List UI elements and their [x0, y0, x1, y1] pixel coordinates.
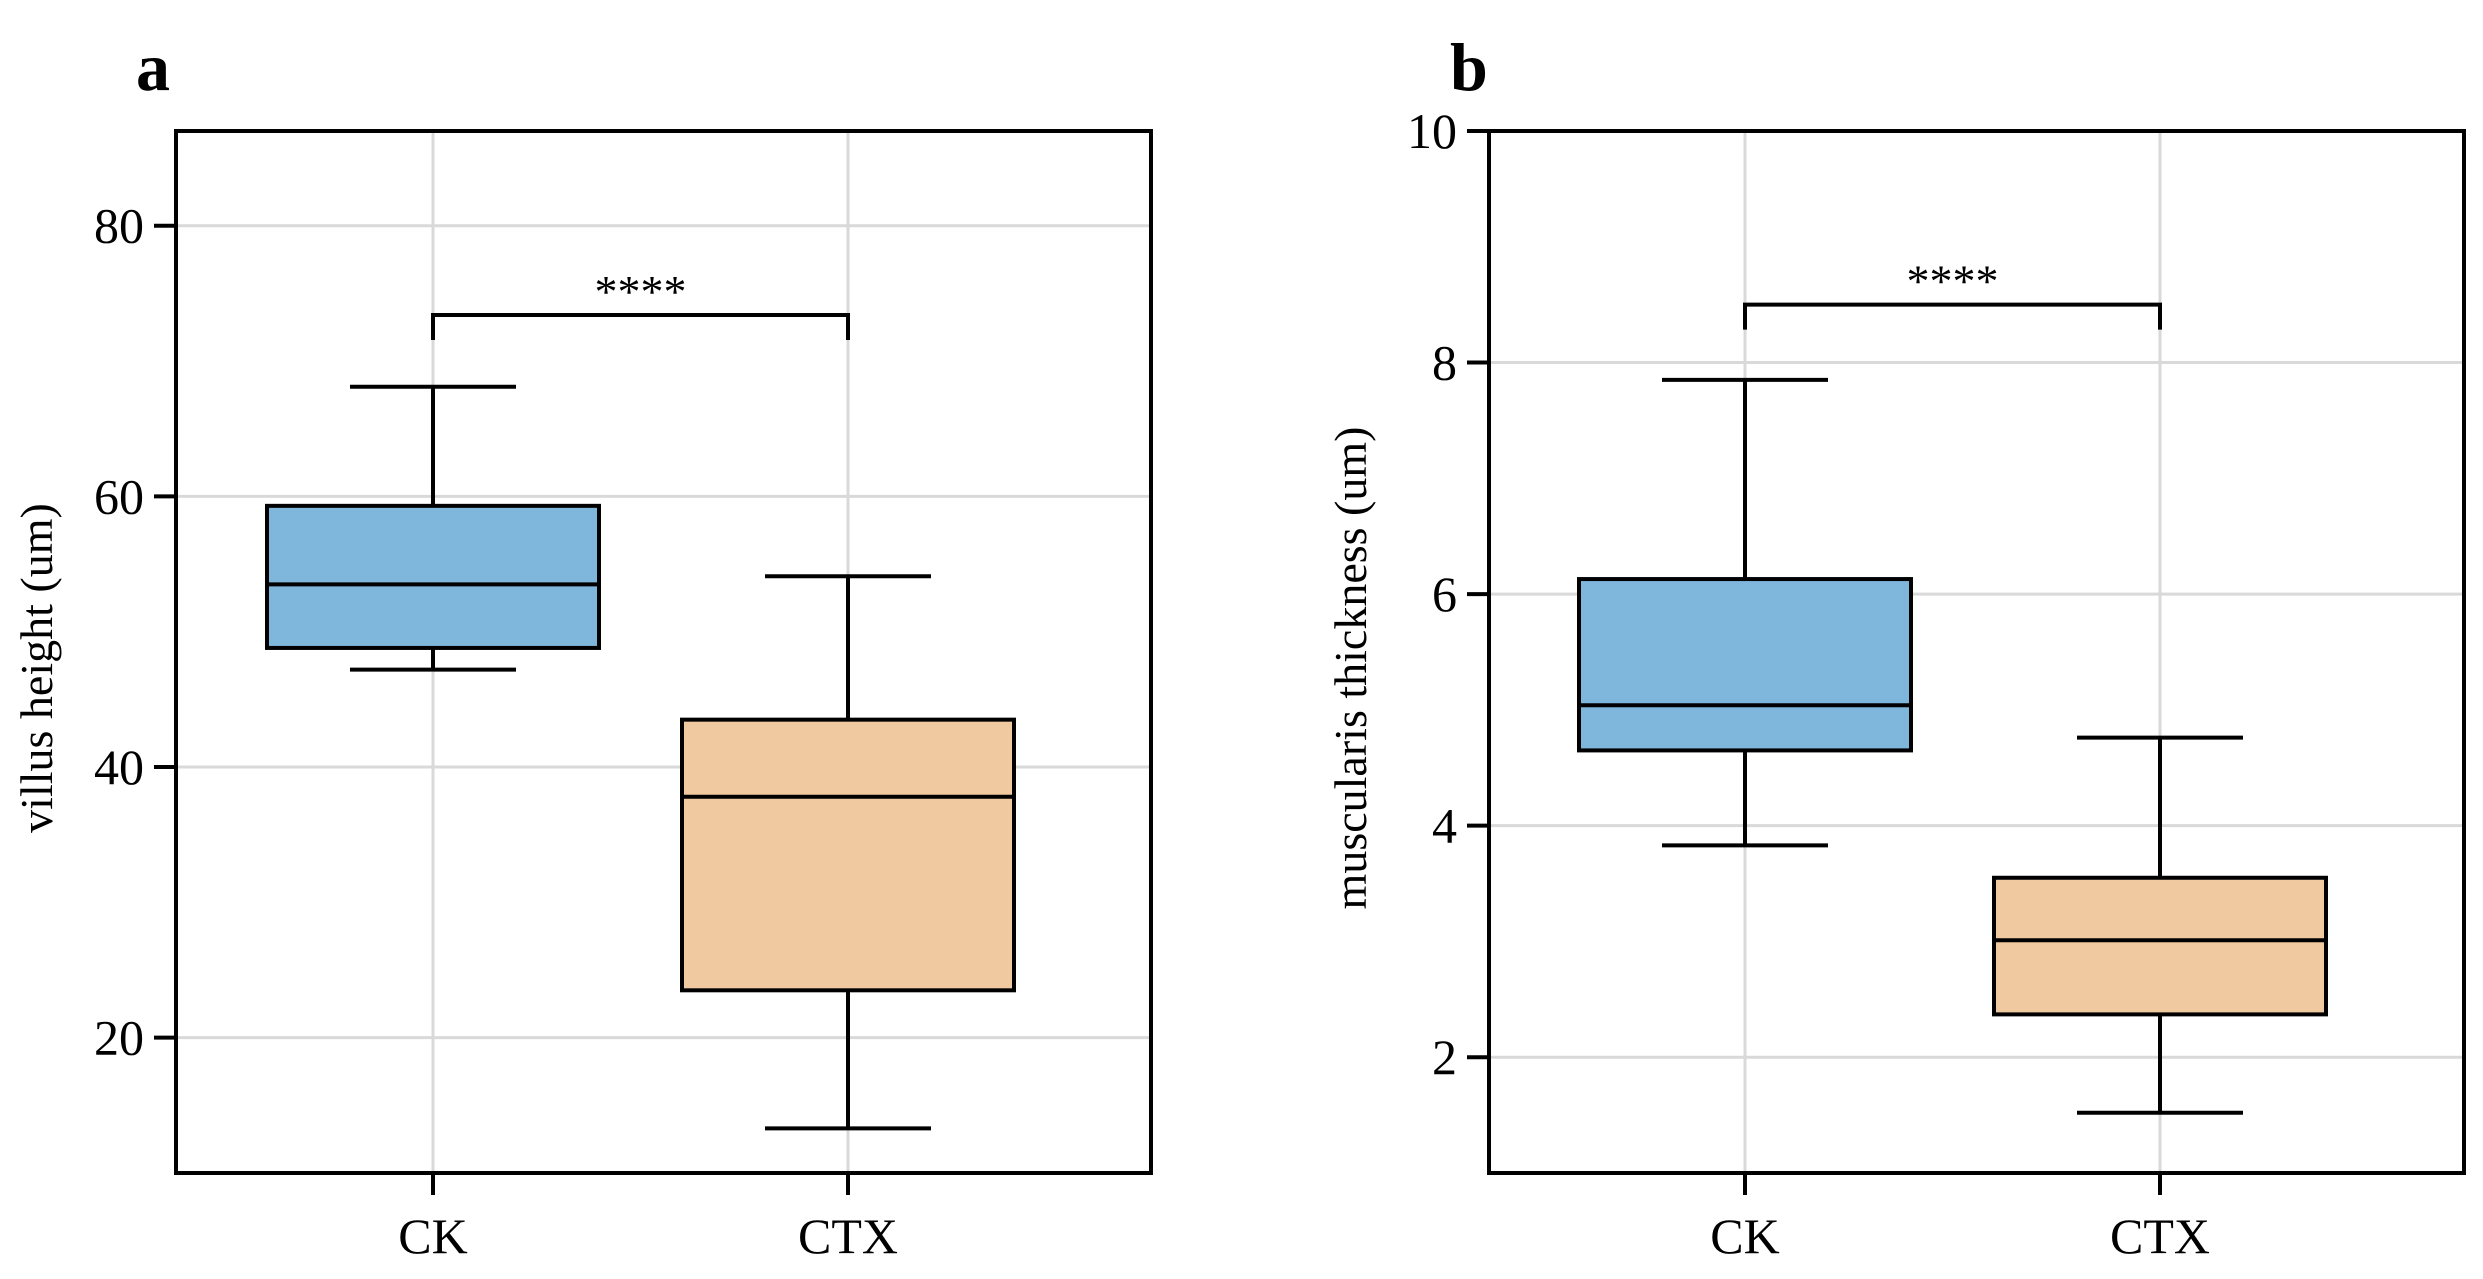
y-axis-title-b: muscularis thickness (um): [1325, 427, 1376, 910]
x-tick-label-ck-b: CK: [1710, 1208, 1779, 1264]
y-tick-label-2-b: 2: [1432, 1029, 1457, 1085]
y-tick-label-60-a: 60: [94, 468, 144, 524]
y-tick-label-4-b: 4: [1432, 798, 1457, 854]
panel-label-b: b: [1450, 29, 1488, 105]
panel-b: b muscularis thickness (um) **** 2 4 6 8 10 C…: [1325, 29, 2466, 1264]
ticks-a: 20 40 60 80 CK CTX: [94, 198, 898, 1264]
x-tick-label-ctx-a: CTX: [798, 1208, 898, 1264]
iqr-box-ctx-b: [1992, 875, 2328, 1017]
plot-area-b: ****: [1577, 256, 2328, 1115]
y-axis-title-a: villus height (um): [11, 503, 62, 833]
box-ck-b: [1577, 377, 1913, 848]
x-tick-label-ctx-b: CTX: [2110, 1208, 2210, 1264]
y-tick-label-20-a: 20: [94, 1010, 144, 1066]
y-tick-label-8-b: 8: [1432, 335, 1457, 391]
iqr-box-ck-a: [265, 503, 601, 650]
significance-label-a: ****: [595, 266, 687, 317]
iqr-box-ck-b: [1577, 577, 1913, 753]
panel-a: a villus height (um) **** 20 40 60 80 CK CTX: [11, 29, 1153, 1264]
significance-bracket-a: [431, 313, 850, 341]
ticks-b: 2 4 6 8 10 CK CTX: [1407, 103, 2210, 1264]
panel-label-a: a: [136, 29, 170, 105]
y-tick-label-80-a: 80: [94, 198, 144, 254]
significance-label-b: ****: [1907, 256, 1999, 307]
iqr-box-ctx-a: [680, 717, 1016, 993]
significance-bracket-b: [1743, 302, 2162, 330]
plot-area-a: ****: [265, 266, 1016, 1131]
box-ctx-a: [680, 574, 1016, 1131]
y-tick-label-10-b: 10: [1407, 103, 1457, 159]
y-tick-label-6-b: 6: [1432, 566, 1457, 622]
box-ck-a: [265, 384, 601, 672]
grid-a: [176, 131, 1151, 1173]
plot-frame-b: [1487, 129, 2466, 1175]
x-tick-label-ck-a: CK: [398, 1208, 467, 1264]
plot-frame-a: [174, 129, 1153, 1175]
box-ctx-b: [1992, 735, 2328, 1115]
y-tick-label-40-a: 40: [94, 739, 144, 795]
